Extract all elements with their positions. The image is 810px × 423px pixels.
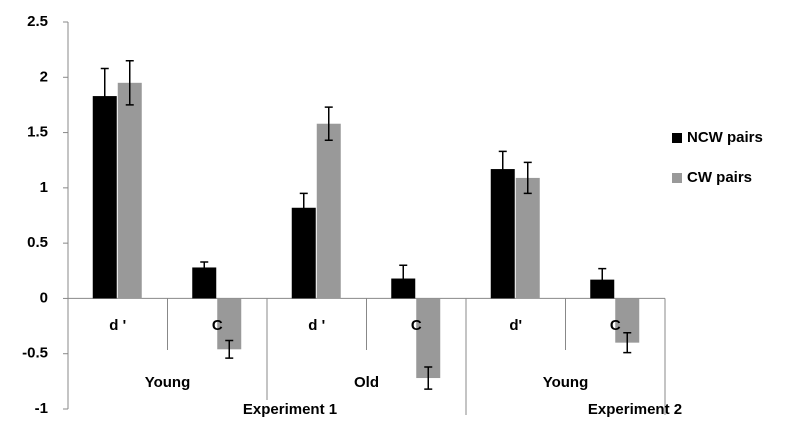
y-tick-label: -1 xyxy=(35,400,48,417)
error-bar xyxy=(299,192,308,223)
x-tick-label: d ' xyxy=(308,317,325,334)
y-tick-label: 2 xyxy=(40,68,48,85)
experiment-label: Experiment 2 xyxy=(588,401,682,418)
y-tick-label: 1 xyxy=(40,179,48,196)
experiment-label: Experiment 1 xyxy=(243,401,337,418)
legend-swatch xyxy=(672,133,682,143)
error-bar xyxy=(623,331,632,354)
y-tick-label: 0.5 xyxy=(27,234,48,251)
y-tick-label: 1.5 xyxy=(27,124,48,141)
error-bar xyxy=(399,264,408,293)
group-label: Old xyxy=(354,374,379,391)
x-tick-label: d ' xyxy=(109,317,126,334)
x-tick-label: C xyxy=(411,317,422,334)
error-bar xyxy=(598,267,607,292)
x-tick-label: C xyxy=(610,317,621,334)
bar xyxy=(416,298,441,379)
legend-label: CW pairs xyxy=(687,169,752,186)
bar xyxy=(92,96,117,299)
bar xyxy=(515,177,540,299)
bar xyxy=(490,169,515,299)
group-label: Young xyxy=(543,374,589,391)
x-tick-label: d' xyxy=(509,317,522,334)
y-tick-label: 0 xyxy=(40,289,48,306)
error-bar xyxy=(523,161,532,195)
y-tick-label: -0.5 xyxy=(22,345,48,362)
bar xyxy=(316,123,341,299)
error-bar xyxy=(100,67,109,125)
y-tick-label: 2.5 xyxy=(27,13,48,30)
group-label: Young xyxy=(145,374,191,391)
error-bar xyxy=(424,366,433,390)
x-tick-label: C xyxy=(212,317,223,334)
error-bar xyxy=(200,261,209,274)
legend-label: NCW pairs xyxy=(687,129,763,146)
legend-swatch xyxy=(672,173,682,183)
error-bar xyxy=(125,59,134,106)
bar xyxy=(117,82,142,299)
error-bar xyxy=(225,339,234,359)
error-bar xyxy=(498,150,507,188)
error-bar xyxy=(324,106,333,142)
